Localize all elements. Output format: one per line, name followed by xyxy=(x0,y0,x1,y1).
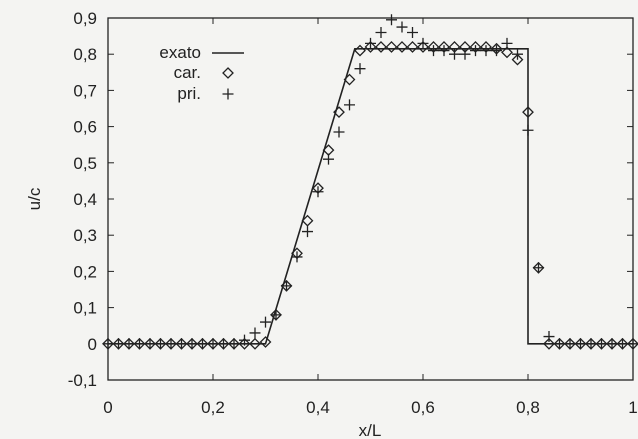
point-pri xyxy=(522,124,534,136)
point-car xyxy=(396,41,408,53)
point-pri xyxy=(134,338,145,350)
legend-diamond-marker xyxy=(222,67,234,79)
point-car xyxy=(417,41,429,53)
y-tick-label: 0,5 xyxy=(73,154,97,173)
legend-label-pri: pri. xyxy=(177,84,201,103)
y-tick-label: 0,9 xyxy=(73,9,97,28)
point-pri xyxy=(449,48,460,60)
point-pri xyxy=(197,338,208,350)
point-pri xyxy=(365,37,376,49)
y-tick-label: 0,4 xyxy=(73,190,97,209)
point-pri xyxy=(428,45,439,57)
point-car xyxy=(501,46,513,59)
point-car xyxy=(301,214,314,227)
point-pri xyxy=(281,280,292,292)
point-pri xyxy=(291,251,303,263)
point-pri xyxy=(480,45,492,57)
point-car xyxy=(375,41,387,53)
point-pri xyxy=(186,338,198,350)
point-pri xyxy=(228,338,240,350)
legend: exato car. pri. xyxy=(159,43,244,103)
point-pri xyxy=(249,327,261,339)
point-car xyxy=(333,106,345,119)
point-pri xyxy=(239,334,250,346)
point-pri xyxy=(417,37,429,49)
point-pri xyxy=(123,338,135,350)
y-tick-label: 0,7 xyxy=(73,81,97,100)
point-pri xyxy=(585,338,597,350)
y-tick-label: 0,8 xyxy=(73,45,97,64)
y-tick-label: 0,2 xyxy=(73,262,97,281)
point-pri xyxy=(176,338,187,350)
point-pri xyxy=(396,21,408,33)
point-pri xyxy=(386,14,397,26)
point-car xyxy=(259,336,272,348)
point-pri xyxy=(155,338,166,350)
point-pri xyxy=(596,338,607,350)
legend-label-exato: exato xyxy=(159,43,201,62)
y-tick-label: 0,6 xyxy=(73,118,97,137)
point-pri xyxy=(575,338,586,350)
plot-frame xyxy=(107,17,634,381)
point-pri xyxy=(533,262,544,274)
point-pri xyxy=(438,45,450,57)
point-pri xyxy=(260,316,271,328)
series-pri xyxy=(102,14,638,350)
x-axis-label: x/L xyxy=(359,421,382,439)
point-car xyxy=(522,106,534,119)
x-tick-label: 0 xyxy=(103,398,112,417)
point-pri xyxy=(491,45,502,57)
y-tick-label: 0,3 xyxy=(73,226,97,245)
x-tick-label: 0,8 xyxy=(516,398,540,417)
legend-plus xyxy=(222,88,234,100)
point-pri xyxy=(144,338,156,350)
point-pri xyxy=(501,37,513,49)
point-pri xyxy=(407,26,418,38)
y-tick-label: 0,1 xyxy=(73,299,97,318)
point-pri xyxy=(344,99,355,111)
point-pri xyxy=(543,331,555,343)
point-car xyxy=(543,337,555,350)
legend-diamond xyxy=(222,67,234,79)
point-pri xyxy=(218,338,229,350)
point-car xyxy=(354,44,366,57)
point-pri xyxy=(165,338,177,350)
point-car xyxy=(385,41,398,53)
point-car xyxy=(406,41,419,53)
point-pri xyxy=(207,338,219,350)
point-car xyxy=(511,53,524,66)
point-car xyxy=(238,337,251,350)
point-pri xyxy=(470,45,481,57)
point-car xyxy=(249,337,261,350)
point-pri xyxy=(564,338,576,350)
point-pri xyxy=(354,63,366,75)
point-pri xyxy=(270,309,282,321)
point-pri xyxy=(617,338,628,350)
x-tick-label: 0,4 xyxy=(306,398,330,417)
point-pri xyxy=(512,48,523,60)
y-axis-label: u/c xyxy=(25,187,44,210)
tick-labels: 0 0,2 0,4 0,6 0,8 1 -0,1 0 0,1 0,2 0,3 0,4 0,5 0,6 0,7… xyxy=(68,9,638,417)
point-pri xyxy=(554,338,565,350)
point-pri xyxy=(606,338,618,350)
point-car xyxy=(364,41,377,53)
point-pri xyxy=(323,153,334,165)
point-pri xyxy=(113,338,124,350)
point-pri xyxy=(333,126,345,138)
legend-plus-marker xyxy=(222,88,234,100)
x-tick-label: 0,2 xyxy=(201,398,225,417)
y-tick-label: -0,1 xyxy=(68,371,97,390)
point-pri xyxy=(375,26,387,38)
point-pri xyxy=(302,226,313,238)
x-tick-label: 0,6 xyxy=(411,398,435,417)
legend-label-car: car. xyxy=(174,63,201,82)
x-tick-label: 1 xyxy=(628,398,637,417)
y-tick-label: 0 xyxy=(88,335,97,354)
point-pri xyxy=(459,48,471,60)
point-car xyxy=(343,73,356,86)
point-pri xyxy=(312,186,324,198)
